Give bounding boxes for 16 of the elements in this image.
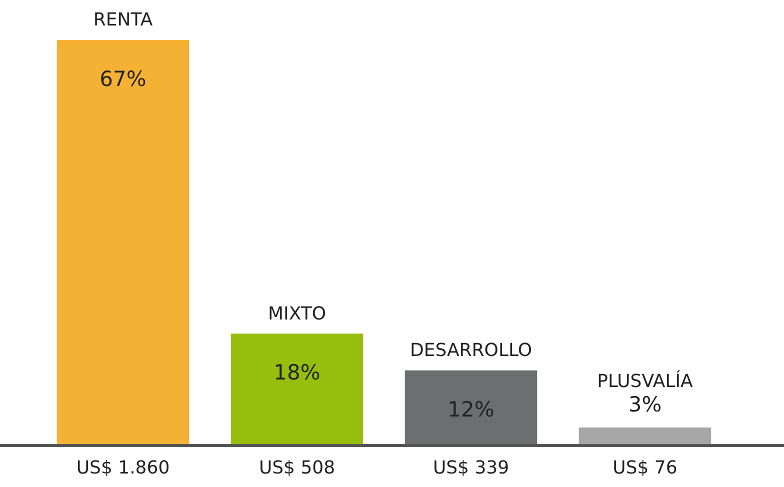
annotation: 18% <box>274 360 320 385</box>
data-label: US$ 339 <box>432 458 510 479</box>
x-tick-label: PLUSVALÍA <box>597 370 694 392</box>
bar <box>230 334 364 444</box>
data-label: US$ 508 <box>258 458 336 479</box>
data-label: US$ 76 <box>612 458 678 479</box>
data-label: US$ 1.860 <box>76 458 170 479</box>
bar <box>56 40 190 444</box>
annotation: 67% <box>100 66 146 91</box>
annotation: 3% <box>628 392 662 416</box>
annotation: 12% <box>448 397 494 422</box>
x-tick-label: RENTA <box>93 10 154 31</box>
bar <box>578 427 712 444</box>
x-tick-label: MIXTO <box>268 303 326 324</box>
bar <box>404 370 538 444</box>
x-tick-label: DESARROLLO <box>410 340 532 362</box>
